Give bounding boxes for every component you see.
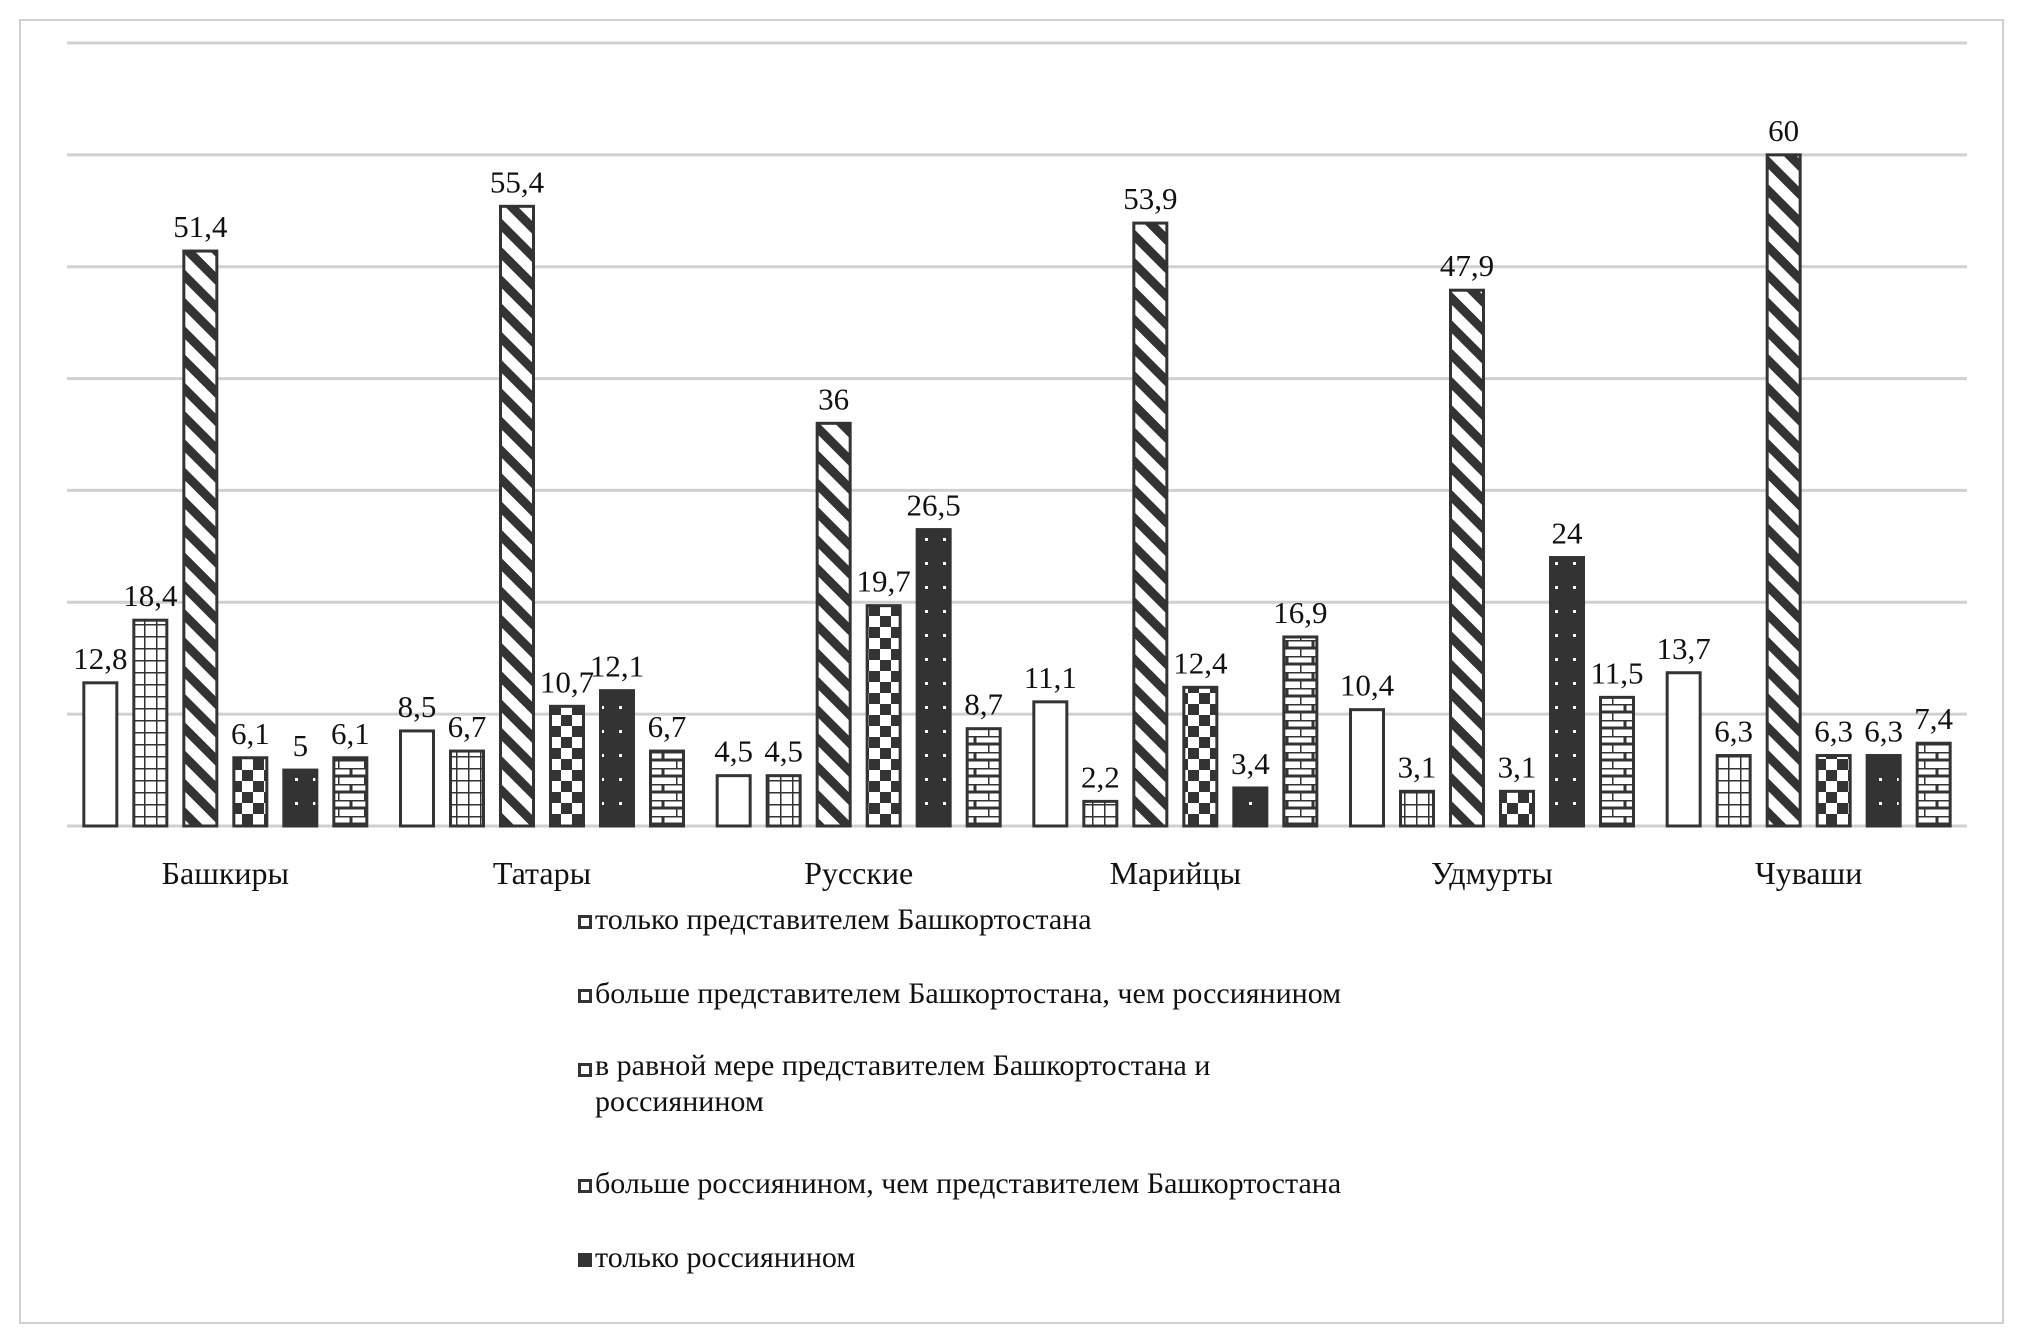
data-label: 36 <box>818 381 849 416</box>
bar-checker <box>1815 754 1852 828</box>
data-label: 3,1 <box>1498 749 1537 784</box>
legend-label: больше россиянином, чем представителем Б… <box>595 1167 1342 1200</box>
legend-swatch-icon <box>578 1179 592 1194</box>
data-label: 6,1 <box>231 716 270 751</box>
data-label: 13,7 <box>1657 631 1711 666</box>
bar-dots <box>1232 786 1269 828</box>
bar-checker <box>549 704 585 828</box>
data-label: 26,5 <box>907 488 961 523</box>
data-label: 6,3 <box>1814 714 1853 749</box>
bar-grid <box>1715 754 1752 828</box>
data-label: 24 <box>1552 516 1584 551</box>
data-label: 10,7 <box>540 664 594 699</box>
legend-label: в равной мере представителем Башкортоста… <box>595 1049 1211 1118</box>
bar-grid <box>132 618 169 828</box>
bar-checker <box>232 756 269 828</box>
data-label: 6,1 <box>331 716 370 751</box>
bar-brick <box>1599 695 1635 828</box>
bar-brick <box>965 727 1002 828</box>
bar-white <box>82 681 119 828</box>
category-label: Башкиры <box>162 855 289 891</box>
legend-item: больше россиянином, чем представителем Б… <box>578 1164 1395 1204</box>
category-label: Удмурты <box>1431 855 1553 891</box>
data-label: 47,9 <box>1440 248 1494 283</box>
bar-brick <box>649 749 685 828</box>
bar-dots <box>1549 556 1585 828</box>
bar-diagonal <box>499 204 535 828</box>
bar-dots <box>1865 754 1902 828</box>
data-label: 19,7 <box>857 564 911 599</box>
category-label: Татары <box>493 855 591 891</box>
chart-frame <box>19 19 2004 1324</box>
legend-swatch-icon <box>578 1063 592 1078</box>
bar-diagonal <box>1765 153 1802 828</box>
data-label: 10,4 <box>1340 668 1395 703</box>
bar-diagonal <box>1132 221 1169 828</box>
bar-dots <box>915 528 952 828</box>
data-label: 3,1 <box>1398 749 1437 784</box>
legend-swatch-icon <box>578 989 592 1004</box>
legend-item: только представителем Башкортостана <box>578 900 1395 940</box>
bar-checker <box>1499 789 1535 828</box>
data-label: 4,5 <box>764 734 803 769</box>
bar-checker <box>865 604 902 828</box>
data-label: 11,1 <box>1024 660 1077 695</box>
bar-white <box>1665 671 1702 828</box>
bar-diagonal <box>815 421 852 828</box>
data-label: 60 <box>1768 113 1799 148</box>
bar-diagonal <box>182 249 219 828</box>
data-label: 11,5 <box>1590 655 1643 690</box>
legend-swatch-icon <box>578 915 592 930</box>
bar-checker <box>1182 685 1219 828</box>
category-label: Марийцы <box>1110 855 1242 891</box>
data-label: 6,7 <box>648 709 687 744</box>
data-label: 3,4 <box>1231 746 1270 781</box>
bar-brick <box>332 756 369 828</box>
bar-grid <box>449 749 485 828</box>
category-label: Чуваши <box>1755 855 1862 891</box>
data-label: 12,8 <box>73 641 127 676</box>
bar-white <box>715 774 752 828</box>
data-label: 16,9 <box>1273 595 1327 630</box>
bar-dots <box>599 689 635 828</box>
legend-label: больше представителем Башкортостана, чем… <box>595 977 1342 1010</box>
bar-diagonal <box>1449 288 1485 828</box>
data-label: 6,3 <box>1714 714 1753 749</box>
bar-brick <box>1282 635 1319 828</box>
data-label: 8,7 <box>964 687 1003 722</box>
bar-grid <box>1082 799 1119 828</box>
bar-white <box>399 729 435 828</box>
data-label: 51,4 <box>173 209 228 244</box>
bar-grid <box>1399 789 1435 828</box>
data-label: 12,1 <box>590 649 644 684</box>
legend-item: только россиянином <box>578 1238 1395 1278</box>
bar-brick <box>1915 741 1952 828</box>
data-label: 53,9 <box>1123 181 1177 216</box>
data-label: 6,3 <box>1864 714 1903 749</box>
bar-grid <box>765 774 802 828</box>
data-label: 55,4 <box>490 164 545 199</box>
legend-swatch-icon <box>578 1253 592 1268</box>
data-label: 18,4 <box>123 578 178 613</box>
data-label: 5 <box>293 728 309 763</box>
data-label: 6,7 <box>448 709 487 744</box>
bar-white <box>1032 700 1069 828</box>
category-label: Русские <box>804 855 913 891</box>
data-label: 8,5 <box>398 689 437 724</box>
bar-dots <box>282 768 319 828</box>
data-label: 4,5 <box>714 734 753 769</box>
legend-label: только россиянином <box>595 1241 856 1274</box>
legend-item: в равной мере представителем Башкортоста… <box>578 1048 1355 1120</box>
data-label: 7,4 <box>1914 701 1953 736</box>
bar-white <box>1349 708 1385 828</box>
legend-label: только представителем Башкортостана <box>595 903 1092 936</box>
legend-item: больше представителем Башкортостана, чем… <box>578 974 1395 1014</box>
data-label: 2,2 <box>1081 759 1120 794</box>
data-label: 12,4 <box>1173 645 1228 680</box>
